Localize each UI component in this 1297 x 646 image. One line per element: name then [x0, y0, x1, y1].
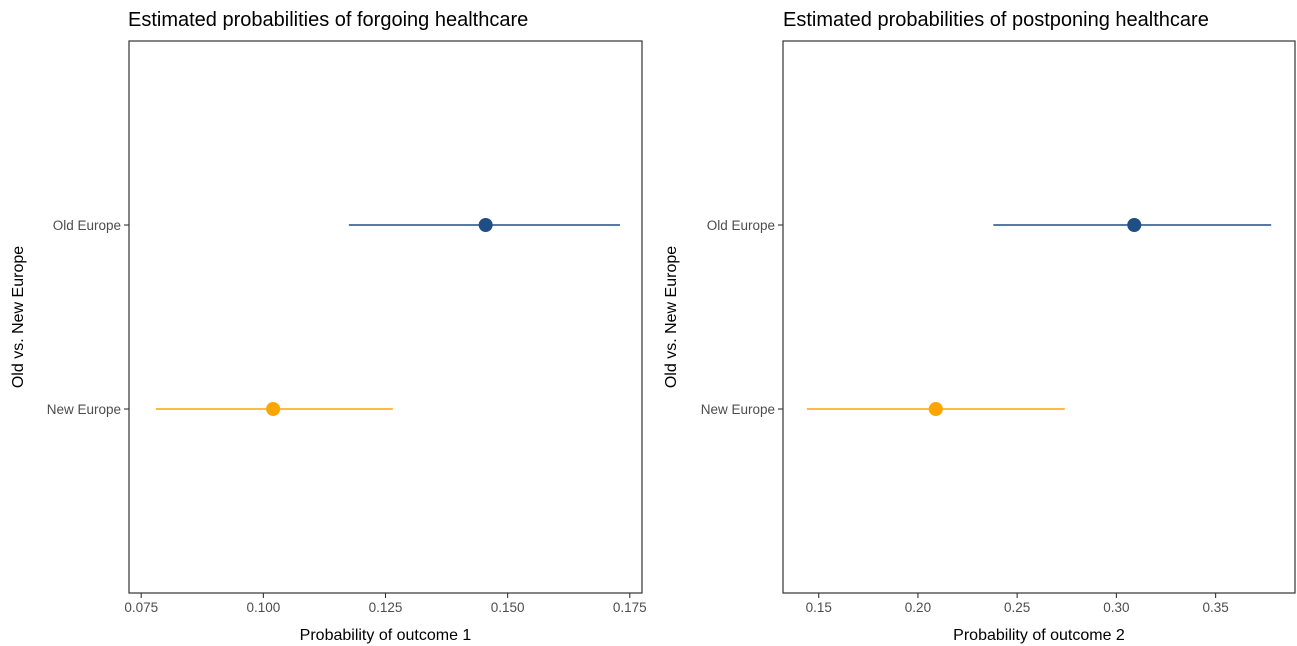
- y-tick-label: Old Europe: [707, 218, 775, 233]
- x-tick-label: 0.125: [369, 600, 403, 615]
- data-marks: [155, 218, 621, 416]
- data-marks: [806, 218, 1272, 416]
- x-tick-label: 0.150: [491, 600, 525, 615]
- x-tick-label: 0.15: [806, 600, 832, 615]
- chart-forgoing: Estimated probabilities of forgoing heal…: [10, 9, 647, 644]
- x-tick-label: 0.075: [124, 600, 158, 615]
- axis-ticks: 0.075 0.100 0.125 0.150 0.175 Old Europe New E…: [47, 218, 647, 615]
- y-tick-label: Old Europe: [53, 218, 121, 233]
- y-tick-label: New Europe: [701, 402, 775, 417]
- x-axis-title: Probability of outcome 1: [300, 627, 472, 644]
- x-axis-title: Probability of outcome 2: [953, 627, 1125, 644]
- x-tick-label: 0.30: [1103, 600, 1129, 615]
- y-tick-label: New Europe: [47, 402, 121, 417]
- chart-title: Estimated probabilities of postponing he…: [783, 9, 1209, 31]
- x-tick-label: 0.175: [613, 600, 647, 615]
- chart-postponing: Estimated probabilities of postponing he…: [663, 9, 1296, 644]
- plot-panel-border: [128, 40, 643, 594]
- point-estimate: [928, 402, 943, 416]
- y-axis-title: Old vs. New Europe: [663, 246, 680, 388]
- x-tick-label: 0.35: [1202, 600, 1228, 615]
- point-estimate: [266, 402, 281, 416]
- x-tick-label: 0.25: [1004, 600, 1030, 615]
- point-estimate: [1127, 218, 1142, 232]
- y-axis-title: Old vs. New Europe: [10, 246, 27, 388]
- x-tick-label: 0.20: [905, 600, 931, 615]
- x-tick-label: 0.100: [246, 600, 280, 615]
- axis-ticks: 0.15 0.20 0.25 0.30 0.35 Old Europe New Europe: [701, 218, 1229, 615]
- point-estimate: [478, 218, 493, 232]
- chart-title: Estimated probabilities of forgoing heal…: [128, 9, 528, 31]
- plot-panel-border: [782, 40, 1296, 594]
